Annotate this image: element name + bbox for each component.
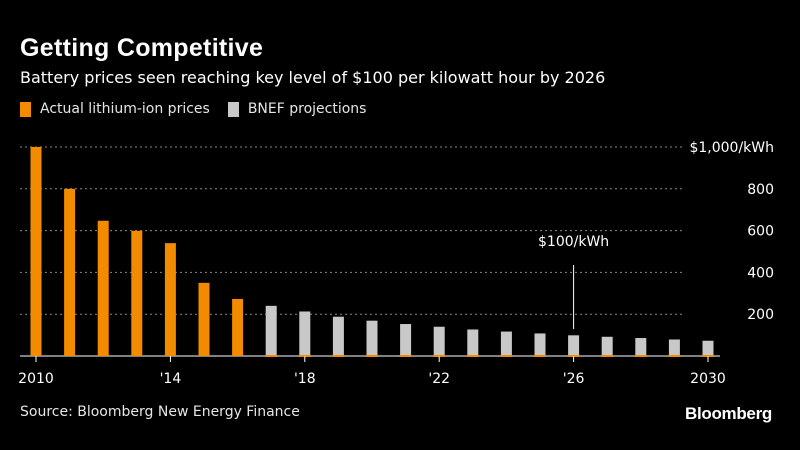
bar-actual (64, 188, 76, 356)
baseline-marker (466, 355, 479, 357)
bar-projection (635, 338, 647, 356)
y-tick-label: $1,000/kWh (689, 140, 774, 156)
x-tick-label: '26 (563, 371, 585, 387)
legend-label-projection: BNEF projections (247, 101, 367, 117)
baseline-marker (265, 355, 278, 357)
bar-projection (366, 320, 378, 356)
y-tick-label: 400 (747, 265, 774, 281)
chart-subtitle: Battery prices seen reaching key level o… (20, 68, 606, 87)
baseline-marker (399, 355, 412, 357)
bar-actual (198, 282, 210, 356)
bar-projection (668, 339, 680, 356)
x-tick-label: '22 (428, 371, 450, 387)
legend-item-actual: Actual lithium-ion prices (20, 101, 210, 117)
bar-projection (467, 329, 479, 356)
source-note: Source: Bloomberg New Energy Finance (20, 404, 300, 420)
x-tick-label: '14 (160, 371, 182, 387)
baseline-marker (668, 355, 681, 357)
legend-swatch-projection (227, 101, 239, 117)
legend-label-actual: Actual lithium-ion prices (40, 101, 210, 117)
y-tick-label: 600 (747, 224, 774, 240)
bar-projection (265, 305, 277, 356)
bar-actual (131, 230, 143, 356)
bar-projection (299, 311, 311, 356)
bar-actual (164, 243, 176, 356)
bar-actual (97, 220, 109, 356)
bar-projection (534, 333, 546, 356)
bar-projection (332, 316, 344, 356)
baseline-marker (634, 355, 647, 357)
bar-projection (568, 335, 580, 356)
baseline-marker (332, 355, 345, 357)
chart-title: Getting Competitive (20, 34, 264, 62)
x-tick-label: 2010 (18, 371, 54, 387)
annotation-label: $100/kWh (538, 234, 609, 250)
bar-projection (433, 326, 445, 356)
bar-actual (30, 147, 42, 356)
bar-projection (601, 336, 613, 356)
legend-swatch-actual (20, 101, 31, 117)
x-tick-label: '18 (294, 371, 316, 387)
bar-projection (500, 331, 512, 356)
bloomberg-logo: Bloomberg (684, 404, 772, 423)
baseline-marker (500, 355, 513, 357)
legend-item-projection: BNEF projections (227, 101, 367, 117)
bar-projection (400, 324, 412, 356)
bar-actual (232, 298, 244, 356)
y-tick-label: 200 (747, 307, 774, 323)
chart-legend: Actual lithium-ion prices BNEF projectio… (20, 100, 384, 118)
baseline-marker (534, 355, 546, 357)
bar-projection (702, 340, 714, 356)
x-tick-label: 2030 (690, 371, 726, 387)
baseline-marker (366, 355, 378, 357)
y-tick-label: 800 (747, 182, 774, 198)
baseline-marker (601, 355, 614, 357)
